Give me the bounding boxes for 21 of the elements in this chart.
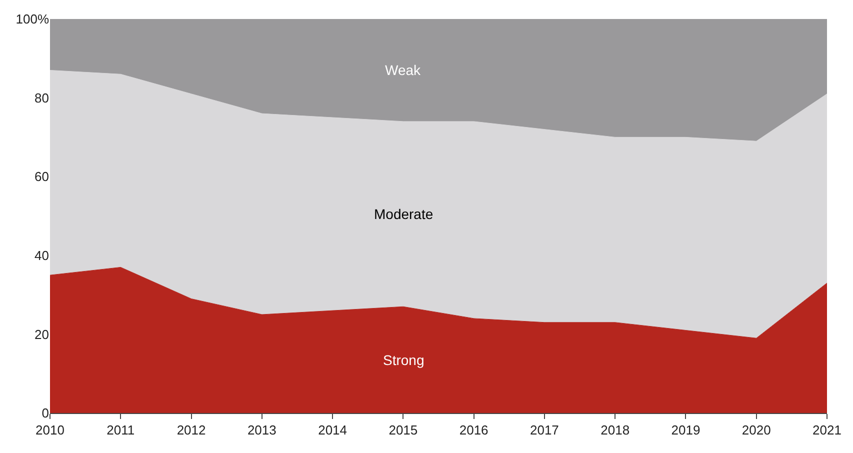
series-label: Strong (383, 352, 424, 368)
x-tick-label: 2021 (812, 422, 842, 438)
x-tick-label: 2012 (176, 422, 206, 438)
series-label: Weak (385, 62, 422, 78)
x-tick-label: 2017 (530, 422, 559, 438)
x-tick-label: 2016 (459, 422, 488, 438)
y-tick-label: 80 (34, 90, 49, 106)
x-tick-label: 2018 (600, 422, 630, 438)
x-tick-label: 2013 (247, 422, 276, 438)
x-tick-label: 2011 (106, 422, 135, 438)
x-tick-label: 2014 (318, 422, 348, 438)
y-tick-label: 20 (34, 326, 49, 342)
series-label: Moderate (374, 206, 434, 222)
y-tick-label: 40 (34, 248, 49, 263)
y-tick-label: 60 (34, 169, 49, 184)
x-tick-label: 2019 (671, 422, 700, 438)
x-tick-label: 2010 (36, 422, 64, 438)
y-tick-label: 0 (42, 406, 49, 421)
x-tick-label: 2020 (742, 422, 771, 438)
x-tick-label: 2015 (388, 422, 418, 438)
y-tick-label: 100% (16, 12, 50, 27)
